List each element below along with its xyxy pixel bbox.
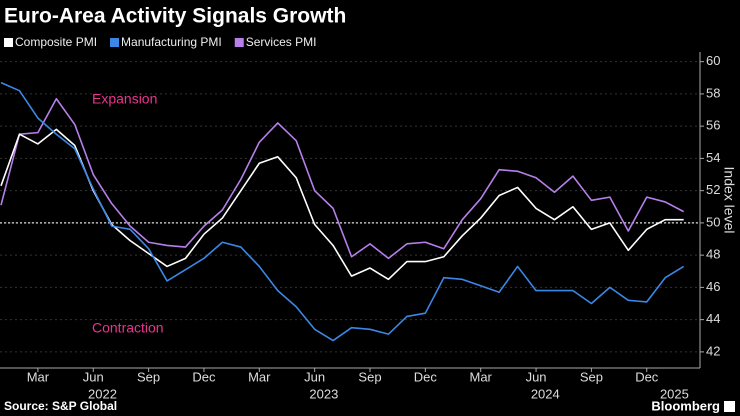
y-tick-label: 60 [706, 53, 720, 68]
series-line [0, 81, 685, 342]
x-tick-label: Mar [248, 369, 271, 384]
y-axis-label: Index level [721, 167, 737, 234]
legend-label: Manufacturing PMI [121, 35, 222, 49]
year-label: 2024 [531, 386, 560, 401]
year-label: 2022 [88, 386, 117, 401]
series-line [0, 128, 684, 281]
series-line [0, 97, 685, 260]
y-tick-label: 46 [706, 279, 720, 294]
legend-label: Composite PMI [15, 35, 97, 49]
x-tick-label: Sep [137, 369, 160, 384]
source: Source: S&P Global [4, 399, 117, 413]
y-tick-label: 52 [706, 182, 720, 197]
x-tick-label: Sep [358, 369, 381, 384]
legend-swatch [234, 38, 244, 47]
year-label: 2025 [660, 386, 689, 401]
legend-swatch [110, 38, 120, 47]
y-tick-label: 58 [706, 85, 720, 100]
y-tick-label: 48 [706, 247, 720, 262]
x-tick-label: Jun [304, 369, 325, 384]
x-tick-label: Jun [83, 369, 104, 384]
x-tick-label: Sep [580, 369, 603, 384]
x-tick-label: Dec [192, 369, 216, 384]
legend-label: Services PMI [246, 35, 317, 49]
x-tick-label: Mar [27, 369, 50, 384]
y-tick-label: 56 [706, 118, 720, 133]
annotation: Contraction [92, 320, 164, 336]
brand: Bloomberg [651, 398, 720, 413]
year-label: 2023 [309, 386, 338, 401]
x-tick-label: Mar [470, 369, 493, 384]
x-tick-label: Dec [635, 369, 659, 384]
legend-swatch [4, 38, 13, 47]
x-tick-label: Dec [414, 369, 438, 384]
y-tick-label: 50 [706, 214, 720, 229]
annotation: Expansion [92, 91, 157, 107]
brand-icon [724, 401, 735, 412]
y-tick-label: 54 [706, 150, 720, 165]
x-tick-label: Jun [526, 369, 547, 384]
y-tick-label: 44 [706, 311, 720, 326]
y-tick-label: 42 [706, 343, 720, 358]
chart-title: Euro-Area Activity Signals Growth [4, 5, 346, 28]
